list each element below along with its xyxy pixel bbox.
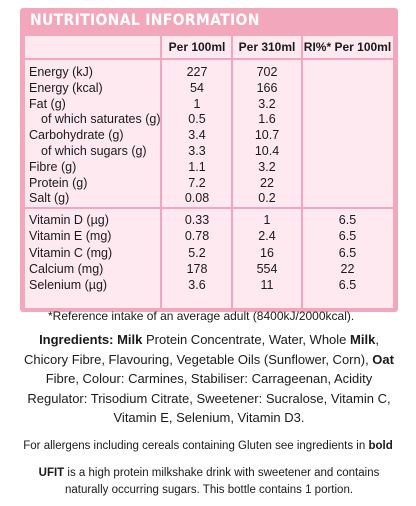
header-per310: Per 310ml (238, 40, 296, 54)
column-divider (301, 36, 303, 308)
header-per100: Per 100ml (168, 40, 226, 54)
column-divider (160, 36, 162, 308)
cell-label: Fat (g) (29, 96, 66, 111)
cell-ri: 6.5 (338, 245, 357, 260)
cell-per100: 178 (186, 261, 208, 276)
section-divider (25, 207, 393, 209)
cell-label: Vitamin C (mg) (29, 245, 113, 260)
cell-per310: 1.6 (258, 112, 276, 127)
cell-label: Fibre (g) (29, 159, 77, 174)
panel-title: NUTRITIONAL INFORMATION (30, 11, 260, 30)
allergen-milk: Milk (117, 332, 143, 347)
cell-per100: 3.4 (188, 128, 206, 143)
cell-per310: 0.2 (258, 191, 276, 206)
cell-per310: 10.7 (254, 128, 280, 143)
cell-ri: 6.5 (338, 278, 357, 293)
cell-per100: 1 (193, 96, 201, 111)
cell-label: Calcium (mg) (29, 261, 104, 276)
cell-per100: 227 (186, 65, 208, 79)
allergen-note: For allergens including cereals containi… (8, 440, 408, 452)
cell-per100: 3.6 (188, 278, 206, 293)
cell-ri: 6.5 (338, 213, 357, 227)
cell-per100: 1.1 (188, 159, 206, 174)
cell-ri: 22 (340, 261, 355, 276)
cell-label: Vitamin D (µg) (29, 213, 109, 227)
cell-label: Salt (g) (29, 191, 70, 206)
cell-per310: 16 (260, 245, 274, 260)
cell-label: of which sugars (g) (41, 144, 147, 158)
cell-per310: 1 (263, 213, 271, 227)
ingredients-label: Ingredients: (39, 332, 114, 347)
allergen-note-bold: bold (368, 440, 393, 452)
ingredients-text: Ingredients: Milk Protein Concentrate, W… (24, 330, 394, 428)
nutrition-table (25, 36, 393, 308)
cell-per310: 2.4 (258, 229, 276, 244)
ingredients-part: Protein Concentrate, Water, Whole (142, 332, 351, 347)
cell-per310: 10.4 (254, 144, 280, 158)
cell-per310: 3.2 (258, 159, 276, 174)
cell-label: Selenium (µg) (29, 278, 108, 293)
column-divider (231, 36, 233, 308)
allergen-note-text: For allergens including cereals containi… (23, 440, 369, 452)
cell-label: of which saturates (g) (41, 112, 161, 127)
cell-per310: 166 (256, 80, 278, 95)
header-divider (25, 58, 393, 60)
ingredients-part: , Chicory Fibre, Flavouring, Vegetable O… (24, 332, 379, 367)
allergen-oat: Oat (372, 351, 394, 367)
cell-per310: 22 (260, 175, 274, 190)
description-text: is a high protein milkshake drink with s… (64, 467, 380, 496)
cell-ri: 6.5 (338, 229, 357, 244)
ingredients-part: Fibre, Colour: Carmines, Stabiliser: Car… (27, 371, 391, 425)
cell-per100: 3.3 (188, 144, 206, 158)
header-ri: RI%* Per 100ml (303, 40, 392, 54)
cell-per310: 11 (260, 278, 274, 293)
cell-label: Energy (kJ) (29, 65, 93, 79)
brand-name: UFIT (38, 467, 65, 479)
cell-label: Protein (g) (29, 175, 88, 190)
cell-label: Vitamin E (mg) (29, 229, 112, 244)
allergen-milk: Milk (350, 332, 376, 347)
product-description: UFIT is a high protein milkshake drink w… (28, 465, 390, 499)
cell-per100: 0.08 (184, 191, 210, 206)
cell-per310: 3.2 (258, 96, 276, 111)
reference-footnote: *Reference intake of an average adult (8… (48, 309, 355, 323)
cell-per100: 7.2 (188, 175, 206, 190)
cell-per100: 0.33 (184, 213, 210, 227)
cell-label: Carbohydrate (g) (29, 128, 124, 143)
cell-per310: 554 (256, 261, 278, 276)
cell-per310: 702 (256, 65, 278, 79)
cell-per100: 0.5 (188, 112, 206, 127)
cell-per100: 54 (190, 80, 204, 95)
cell-label: Energy (kcal) (29, 80, 103, 95)
cell-per100: 0.78 (184, 229, 210, 244)
cell-per100: 5.2 (188, 245, 206, 260)
